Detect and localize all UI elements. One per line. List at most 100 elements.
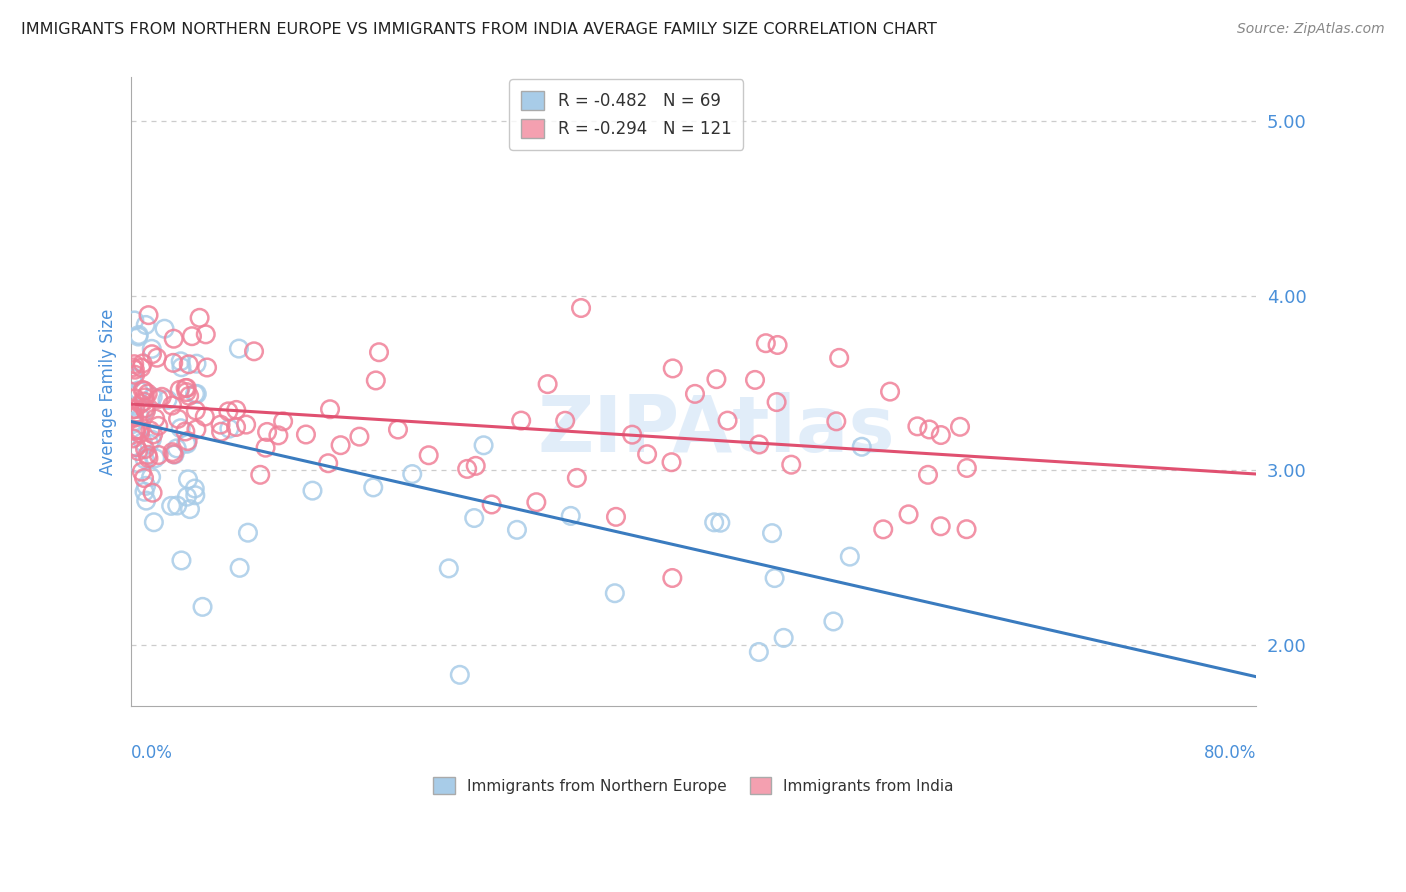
Point [179,389,201,403]
Point [249,467,271,482]
Point [170,553,193,567]
Point [683,387,706,401]
Point [124,391,146,405]
Point [160,499,183,513]
Point [510,414,533,428]
Point [364,374,387,388]
Point [217,404,239,418]
Point [127,456,149,470]
Point [177,472,200,486]
Point [174,436,197,450]
Point [755,336,778,351]
Point [121,402,143,417]
Point [135,401,157,416]
Point [132,356,155,370]
Point [176,385,198,400]
Point [148,418,170,433]
Point [142,427,165,442]
Point [141,433,163,447]
Point [271,414,294,428]
Point [872,522,894,536]
Point [748,437,770,451]
Point [167,412,190,426]
Point [124,362,146,376]
Point [124,368,146,382]
Point [176,436,198,450]
Point [156,392,179,407]
Point [136,448,159,462]
Point [918,422,941,436]
Y-axis label: Average Family Size: Average Family Size [100,309,117,475]
Point [636,447,658,461]
Point [319,402,342,417]
Point [209,425,232,439]
Point [134,384,156,398]
Point [256,425,278,439]
Point [554,414,576,428]
Point [138,308,160,322]
Point [128,328,150,343]
Point [166,499,188,513]
Point [368,345,391,359]
Point [150,390,173,404]
Point [176,490,198,504]
Point [703,516,725,530]
Point [125,440,148,454]
Point [761,526,783,541]
Point [132,394,155,409]
Point [748,645,770,659]
Point [449,668,471,682]
Point [176,381,198,395]
Point [661,571,683,585]
Point [709,516,731,530]
Point [136,386,159,401]
Point [174,381,197,395]
Point [163,447,186,461]
Point [134,484,156,499]
Point [228,342,250,356]
Point [129,426,152,441]
Point [128,423,150,437]
Point [506,523,529,537]
Point [148,392,170,406]
Point [153,322,176,336]
Point [124,410,146,425]
Point [917,467,939,482]
Point [163,448,186,462]
Point [218,421,240,435]
Point [135,493,157,508]
Point [186,387,208,401]
Point [828,351,851,365]
Point [163,332,186,346]
Point [184,403,207,417]
Point [160,399,183,413]
Point [387,423,409,437]
Point [176,434,198,448]
Point [135,404,157,418]
Point [766,338,789,352]
Point [401,467,423,481]
Point [141,342,163,356]
Point [456,462,478,476]
Point [716,414,738,428]
Point [132,435,155,450]
Point [122,415,145,429]
Point [132,471,155,485]
Point [146,351,169,365]
Point [243,344,266,359]
Point [129,360,152,375]
Point [191,599,214,614]
Point [772,631,794,645]
Point [194,409,217,424]
Point [125,440,148,454]
Point [565,471,588,485]
Point [744,373,766,387]
Point [169,383,191,397]
Point [186,422,208,436]
Point [361,480,384,494]
Point [763,571,786,585]
Point [122,432,145,446]
Point [135,318,157,332]
Point [481,498,503,512]
Point [177,357,200,371]
